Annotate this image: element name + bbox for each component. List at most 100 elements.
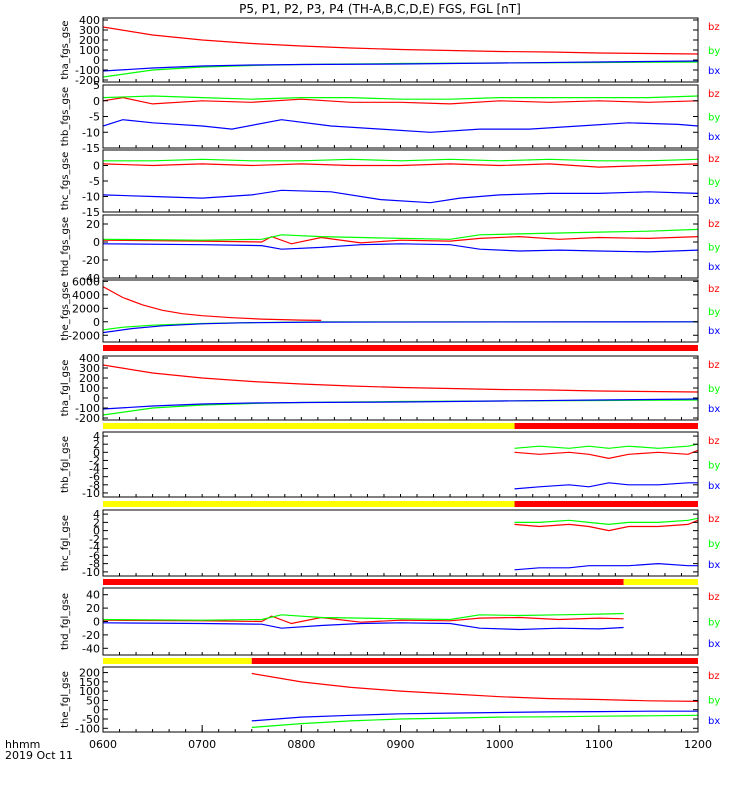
y-tick-label: -40 xyxy=(82,272,100,285)
status-bar-segment-yellow xyxy=(103,658,252,664)
series-bx-line xyxy=(103,321,698,334)
legend-by: by xyxy=(708,46,720,57)
y-tick-label: -100 xyxy=(75,722,100,735)
status-bar-segment-red xyxy=(514,423,698,429)
legend-bz: bz xyxy=(708,360,720,371)
x-axis-label-date: 2019 Oct 11 xyxy=(5,749,73,762)
series-bx-line xyxy=(103,189,698,204)
legend-bz: bz xyxy=(708,514,720,525)
status-bar-5 xyxy=(103,658,698,664)
y-tick-label: 400 xyxy=(79,352,100,365)
y-tick-label: 50 xyxy=(86,694,100,707)
y-axis-label: thb_fgs_gse xyxy=(60,87,71,146)
y-tick-label: -10 xyxy=(82,126,100,139)
legend-bx: bx xyxy=(708,481,720,492)
y-tick-label: 0 xyxy=(93,54,100,67)
status-bar-4 xyxy=(103,579,698,585)
y-axis-label: thd_fgl_gse xyxy=(60,593,71,650)
panel-3: 0 -5 -10 -15 thc_fgs_gse bz by bx xyxy=(60,149,720,219)
y-tick-label: 0 xyxy=(93,704,100,717)
y-tick-label: 300 xyxy=(79,24,100,37)
panel-8: 420-2-4-6-8-10 thc_fgl_gse bz by bx xyxy=(60,508,720,579)
y-tick-label: 150 xyxy=(79,676,100,689)
status-bar-stack xyxy=(103,345,698,664)
x-tick-label: 0700 xyxy=(188,738,216,751)
y-tick-label: -2 xyxy=(89,533,100,546)
status-bar-1 xyxy=(103,345,698,351)
series-bx-line xyxy=(103,398,698,410)
panel-series-group xyxy=(103,26,698,78)
legend-by: by xyxy=(708,461,720,472)
y-tick-label: -15 xyxy=(82,142,100,155)
legend-bz: bz xyxy=(708,22,720,33)
panel-series-group xyxy=(514,443,698,490)
status-bar-segment-red xyxy=(103,345,698,351)
legend-bz: bz xyxy=(708,671,720,682)
time-axis: hhmm 2019 Oct 11 0600 0700 0800 0900 1000 110… xyxy=(5,725,712,762)
legend-by: by xyxy=(708,618,720,629)
y-tick-label: 200 xyxy=(79,372,100,385)
y-axis-label: the_fgl_gse xyxy=(60,671,71,728)
legend-bz: bz xyxy=(708,219,720,230)
legend-bx: bx xyxy=(708,132,720,143)
y-tick-label: 2 xyxy=(93,516,100,529)
y-tick-label: 20 xyxy=(86,602,100,615)
y-tick-label: -100 xyxy=(75,64,100,77)
series-bx-line xyxy=(103,243,698,253)
panel-series-group xyxy=(251,672,698,728)
y-tick-label: -5 xyxy=(89,175,100,188)
series-bx-line xyxy=(514,562,698,571)
status-bar-segment-yellow xyxy=(103,423,515,429)
y-tick-label: 100 xyxy=(79,685,100,698)
plot-title: P5, P1, P2, P3, P4 (TH-A,B,C,D,E) FGS, F… xyxy=(239,2,521,16)
legend-bx: bx xyxy=(708,716,720,727)
panel-4: 20 0 -20 -40 thd_fgs_gse bz by bx xyxy=(60,214,720,285)
series-by-line xyxy=(251,714,698,728)
y-tick-label: 40 xyxy=(86,589,100,602)
x-tick-label: 1100 xyxy=(585,738,613,751)
legend-by: by xyxy=(708,307,720,318)
y-tick-label: -10 xyxy=(82,191,100,204)
y-tick-label: 4000 xyxy=(72,289,100,302)
legend-by: by xyxy=(708,113,720,124)
y-tick-label: -4 xyxy=(89,463,100,476)
y-tick-label: -100 xyxy=(75,402,100,415)
y-tick-label: 6000 xyxy=(72,275,100,288)
y-tick-label: -20 xyxy=(82,629,100,642)
legend-by: by xyxy=(708,243,720,254)
y-tick-label: 0 xyxy=(93,95,100,108)
series-by-line xyxy=(103,95,698,100)
status-bar-segment-red xyxy=(103,579,624,585)
x-tick-label: 0600 xyxy=(89,738,117,751)
series-bz-line xyxy=(103,235,698,245)
legend-bx: bx xyxy=(708,639,720,650)
series-bx-line xyxy=(103,60,698,72)
y-tick-label: -6 xyxy=(89,549,100,562)
legend-bz: bz xyxy=(708,154,720,165)
y-tick-label: -2000 xyxy=(68,329,100,342)
y-axis-label: thc_fgl_gse xyxy=(60,515,71,571)
series-bz-line xyxy=(103,163,698,168)
y-tick-label: -8 xyxy=(89,479,100,492)
y-tick-label: 200 xyxy=(79,667,100,680)
status-bar-3 xyxy=(103,501,698,507)
series-bz-line xyxy=(103,364,698,393)
y-tick-label: 4 xyxy=(93,430,100,443)
y-tick-label: 0 xyxy=(93,160,100,173)
y-tick-label: 0 xyxy=(93,236,100,249)
panel-series-group xyxy=(103,364,698,416)
legend-bx: bx xyxy=(708,404,720,415)
y-tick-label: -6 xyxy=(89,471,100,484)
panel-series-group xyxy=(103,286,698,334)
panel-series-group xyxy=(103,228,698,253)
y-axis-label: thc_fgs_gse xyxy=(60,152,71,211)
y-tick-label: -15 xyxy=(82,206,100,219)
y-axis-label: thb_fgl_gse xyxy=(60,436,71,493)
series-bx-line xyxy=(103,119,698,133)
series-by-line xyxy=(103,158,698,162)
legend-bz: bz xyxy=(708,592,720,603)
x-tick-label: 1200 xyxy=(684,738,712,751)
x-axis-label-hhmm: hhmm xyxy=(5,738,40,751)
y-tick-label: -50 xyxy=(82,713,100,726)
x-tick-label: 0800 xyxy=(287,738,315,751)
